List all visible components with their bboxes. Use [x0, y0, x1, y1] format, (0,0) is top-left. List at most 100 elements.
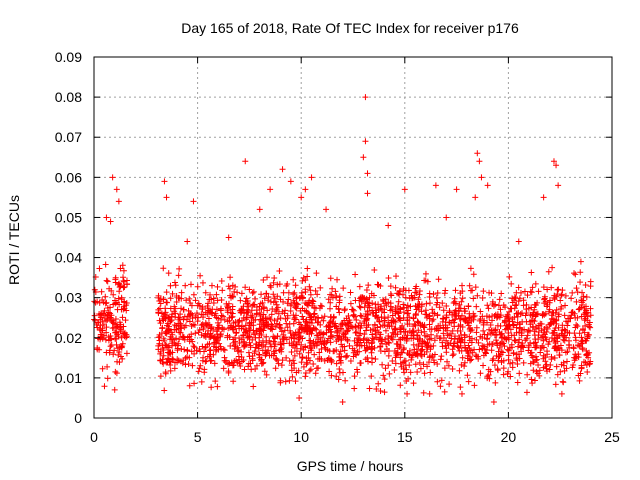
- data-point: [123, 280, 130, 287]
- data-point: [112, 329, 119, 336]
- data-point: [214, 383, 221, 390]
- data-point: [459, 324, 466, 331]
- data-point: [454, 343, 461, 350]
- data-point: [509, 295, 516, 302]
- data-point: [432, 182, 439, 189]
- data-point: [410, 341, 417, 348]
- data-point: [496, 329, 503, 336]
- data-point: [529, 380, 536, 387]
- data-point: [572, 271, 579, 278]
- data-point: [506, 344, 513, 351]
- data-point: [491, 362, 498, 369]
- data-point: [578, 338, 585, 345]
- data-point: [409, 352, 416, 359]
- data-point: [285, 289, 292, 296]
- data-point: [477, 370, 484, 377]
- data-point: [422, 307, 429, 314]
- data-point: [574, 289, 581, 296]
- data-point: [292, 378, 299, 385]
- data-point: [375, 329, 382, 336]
- data-point: [385, 362, 392, 369]
- data-point: [404, 332, 411, 339]
- data-point: [98, 288, 105, 295]
- data-point: [213, 291, 220, 298]
- data-point: [569, 289, 576, 296]
- data-point: [230, 336, 237, 343]
- data-point: [477, 333, 484, 340]
- data-point: [103, 299, 110, 306]
- data-point: [562, 349, 569, 356]
- data-point: [325, 327, 332, 334]
- data-point: [220, 326, 227, 333]
- data-point: [272, 341, 279, 348]
- data-point: [429, 317, 436, 324]
- data-point: [190, 291, 197, 298]
- data-point: [208, 323, 215, 330]
- data-point: [162, 341, 169, 348]
- data-point: [253, 362, 260, 369]
- data-point: [466, 345, 473, 352]
- data-point: [449, 365, 456, 372]
- data-point: [458, 390, 465, 397]
- data-point: [241, 342, 248, 349]
- data-point: [450, 351, 457, 358]
- data-point: [277, 296, 284, 303]
- data-point: [117, 353, 124, 360]
- data-point: [163, 194, 170, 201]
- data-point: [202, 289, 209, 296]
- data-point: [427, 353, 434, 360]
- data-point: [293, 348, 300, 355]
- y-tick-label: 0.04: [55, 250, 82, 266]
- data-point: [392, 308, 399, 315]
- data-point: [552, 309, 559, 316]
- data-point: [397, 315, 404, 322]
- data-point: [327, 299, 334, 306]
- data-point: [365, 302, 372, 309]
- data-point: [308, 316, 315, 323]
- data-point: [286, 377, 293, 384]
- data-point: [306, 357, 313, 364]
- data-point: [200, 324, 207, 331]
- data-point: [382, 327, 389, 334]
- data-point: [524, 332, 531, 339]
- data-point: [319, 331, 326, 338]
- data-point: [553, 332, 560, 339]
- data-point: [297, 307, 304, 314]
- data-point: [382, 365, 389, 372]
- data-point: [491, 327, 498, 334]
- data-point: [110, 351, 117, 358]
- data-point: [267, 298, 274, 305]
- data-point: [497, 322, 504, 329]
- data-point: [494, 342, 501, 349]
- data-point: [217, 331, 224, 338]
- data-point: [550, 316, 557, 323]
- data-point: [333, 373, 340, 380]
- data-point: [495, 353, 502, 360]
- data-point: [506, 308, 513, 315]
- data-point: [280, 335, 287, 342]
- data-point: [278, 328, 285, 335]
- data-point: [101, 383, 108, 390]
- data-point: [196, 365, 203, 372]
- data-point: [402, 287, 409, 294]
- data-point: [490, 302, 497, 309]
- data-point: [406, 321, 413, 328]
- data-point: [531, 377, 538, 384]
- data-point: [496, 353, 503, 360]
- data-point: [234, 344, 241, 351]
- data-point: [535, 288, 542, 295]
- data-point: [410, 380, 417, 387]
- data-point: [429, 306, 436, 313]
- data-point: [107, 218, 114, 225]
- data-point: [196, 346, 203, 353]
- data-point: [305, 349, 312, 356]
- data-point: [290, 291, 297, 298]
- data-point: [573, 285, 580, 292]
- data-point: [269, 322, 276, 329]
- data-point: [363, 322, 370, 329]
- data-point: [121, 305, 128, 312]
- data-point: [562, 292, 569, 299]
- data-point: [227, 343, 234, 350]
- data-point: [199, 357, 206, 364]
- data-point: [105, 337, 112, 344]
